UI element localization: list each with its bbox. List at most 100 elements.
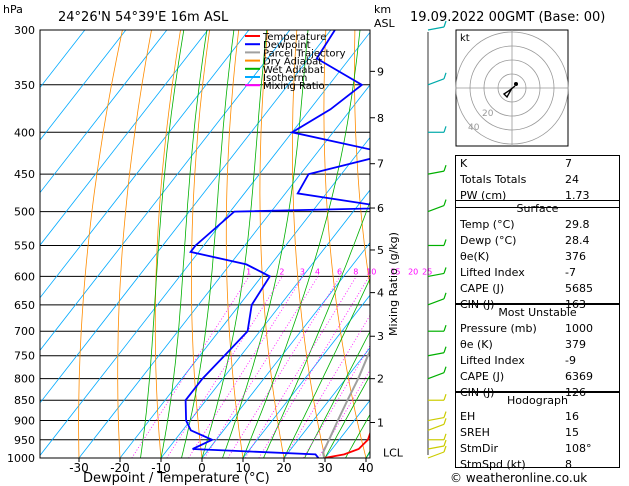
wet-adiabat	[304, 330, 370, 458]
most-unstable-row: Pressure (mb) 1000	[456, 321, 619, 337]
mixing-ratio-label: 25	[422, 267, 432, 276]
mixing-ratio-line	[244, 276, 357, 458]
index-row: Totals Totals 24	[456, 172, 619, 188]
most-unstable-value: 1000	[565, 322, 593, 335]
legend-label: Temperature	[262, 32, 326, 43]
dry-adiabat	[78, 30, 123, 458]
mixing-ratio-line	[227, 276, 341, 458]
mixing-ratio-line	[131, 276, 250, 458]
isotherm	[40, 30, 209, 246]
wind-barb-flag	[443, 366, 447, 373]
pressure-tick-label: 400	[14, 126, 35, 139]
wet-adiabat	[201, 30, 268, 458]
mixing-ratio-axis-label: Mixing Ratio (g/kg)	[387, 232, 400, 336]
hodograph-param-value: 16	[565, 410, 579, 423]
mixing-ratio-label: 3	[300, 267, 305, 276]
mixing-ratio-label: 8	[353, 267, 358, 276]
km-tick-label: 9	[377, 65, 384, 78]
wind-barb	[427, 423, 445, 431]
wind-profile	[427, 20, 447, 459]
surface-label: Lifted Index	[460, 266, 525, 279]
hodograph-table-title: Hodograph	[507, 394, 568, 407]
hodograph-param-row: EH 16	[456, 409, 619, 425]
most-unstable-row: θe (K) 379	[456, 337, 619, 353]
pressure-tick-label: 800	[14, 373, 35, 386]
wind-barb	[427, 298, 445, 306]
x-tick-label: -20	[110, 461, 130, 475]
isotherm	[119, 136, 370, 458]
isotherm	[40, 30, 168, 194]
wind-barb-flag	[443, 394, 447, 401]
km-tick-label: 2	[377, 373, 384, 386]
axes: 1 2 3 4 6 8 10 15 20 2530035040045050055060065070…	[7, 24, 432, 475]
hodograph-param-row: StmDir 108°	[456, 441, 619, 457]
hodograph-param-label: StmSpd (kt)	[460, 458, 526, 471]
pressure-tick-label: 950	[14, 434, 35, 447]
mixing-ratio-label: 4	[315, 267, 320, 276]
mixing-ratio-line	[166, 276, 283, 458]
x-tick-label: 30	[317, 461, 332, 475]
legend-label: Dewpoint	[263, 40, 311, 51]
surface-value: 5685	[565, 282, 593, 295]
dry-adiabat	[154, 30, 181, 458]
wind-barb-flag	[443, 267, 447, 274]
surface-value: 376	[565, 250, 586, 263]
km-tick-label: 1	[377, 417, 384, 430]
hodograph-param-label: SREH	[460, 426, 490, 439]
hodograph-ring-label: 40	[468, 123, 480, 133]
most-unstable-label: Lifted Index	[460, 354, 525, 367]
wind-barb	[427, 451, 445, 459]
most-unstable-table: Most Unstable Pressure (mb) 1000 θe (K) 379…	[455, 304, 620, 399]
wind-barb	[427, 416, 445, 422]
wind-barb-flag	[443, 325, 447, 332]
wind-barb-flag	[443, 20, 447, 28]
surface-label: Temp (°C)	[460, 218, 515, 231]
x-tick-label: -30	[69, 461, 89, 475]
wet-adiabat	[140, 30, 185, 458]
km-unit-label: km	[374, 3, 391, 16]
isotherm	[40, 31, 370, 457]
pressure-tick-label: 600	[14, 270, 35, 283]
dewpoint-line	[184, 30, 370, 458]
dry-adiabat	[323, 30, 367, 458]
x-tick-label: -10	[151, 461, 171, 475]
surface-title: Surface	[516, 202, 559, 215]
legend-label: Mixing Ratio	[263, 81, 325, 92]
legend-label: Isotherm	[263, 73, 307, 84]
surface-row: Dewp (°C) 28.4	[456, 233, 619, 249]
wind-barb	[427, 170, 445, 175]
most-unstable-value: 379	[565, 338, 586, 351]
mixing-ratio-label: 1	[246, 267, 251, 276]
legend-label: Parcel Trajectory	[263, 48, 346, 59]
index-label: K	[460, 157, 468, 170]
wet-adiabat	[283, 277, 370, 458]
isotherm	[78, 84, 370, 458]
km-tick-label: 7	[377, 158, 384, 171]
x-tick-label: 0	[198, 461, 206, 475]
dry-adiabat	[225, 30, 244, 458]
hodograph-ring-label: 20	[482, 109, 494, 119]
isotherm	[40, 30, 127, 141]
most-unstable-title: Most Unstable	[498, 306, 577, 319]
isotherm	[40, 30, 332, 404]
wind-barb-flag	[443, 72, 447, 79]
index-label: Totals Totals	[460, 173, 527, 186]
dry-adiabat	[292, 30, 326, 458]
surface-row: CAPE (J) 5685	[456, 281, 619, 297]
km-tick-label: 4	[377, 287, 384, 300]
wind-barb	[427, 372, 445, 380]
pressure-tick-label: 500	[14, 206, 35, 219]
mixing-ratio-line	[303, 344, 370, 458]
wet-adiabat	[160, 30, 208, 458]
x-axis-label: Dewpoint / Temperature (°C)	[83, 471, 270, 486]
surface-value: 29.8	[565, 218, 590, 231]
mixing-ratio-line	[284, 314, 370, 458]
index-value: 1.73	[565, 189, 590, 202]
mixing-ratio-label: 2	[279, 267, 284, 276]
mixing-ratio-line	[317, 369, 370, 458]
x-tick-label: 20	[276, 461, 291, 475]
lcl-label: LCL	[383, 447, 404, 460]
pressure-tick-label: 550	[14, 239, 35, 252]
pressure-tick-label: 900	[14, 415, 35, 428]
